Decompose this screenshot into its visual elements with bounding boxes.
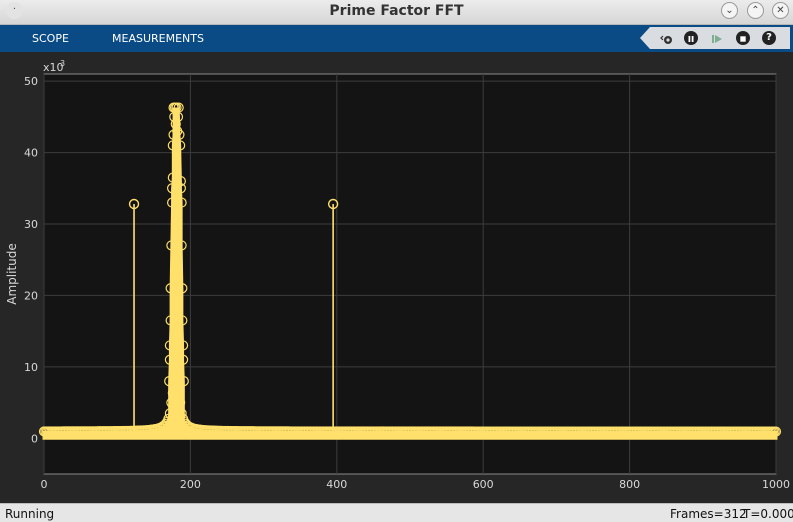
maximize-button[interactable]: ⌃ — [747, 2, 764, 19]
peak-stem-marker — [175, 183, 186, 194]
peak-stem-marker — [173, 102, 184, 113]
status-time: T=0.0003 — [743, 507, 793, 521]
peak-stem-marker — [176, 240, 187, 251]
y-exponent-label: x10 — [43, 61, 64, 74]
tick-labels: 0 200 400 600 800 1000 0 10 20 30 40 50 — [24, 75, 790, 491]
close-button[interactable]: ✕ — [772, 2, 789, 19]
y-tick-label: 0 — [31, 432, 38, 445]
x-tick-label: 800 — [619, 478, 640, 491]
isolated-stem-marker — [128, 198, 140, 210]
baseline-stem-marker — [770, 426, 782, 437]
title-bar: · Prime Factor FFT ⌄ ⌃ ✕ — [0, 0, 793, 25]
y-tick-label: 30 — [24, 218, 38, 231]
tab-scope[interactable]: SCOPE — [32, 32, 69, 45]
peak-stem-marker — [178, 376, 189, 387]
peak-stem-marker — [176, 197, 187, 208]
axes-background — [43, 73, 777, 475]
scope-display: 0 200 400 600 800 1000 0 10 20 30 40 50 x10 3 Ampli… — [0, 52, 793, 503]
x-tick-label: 200 — [180, 478, 201, 491]
isolated-stem-marker — [327, 198, 339, 210]
help-icon[interactable]: ? — [762, 31, 776, 45]
x-tick-label: 600 — [473, 478, 494, 491]
y-tick-label: 50 — [24, 75, 38, 88]
stop-icon[interactable] — [736, 31, 750, 45]
snapshot-icon[interactable] — [660, 31, 674, 45]
quick-access-toolbar: ? — [640, 27, 790, 49]
x-tick-label: 1000 — [762, 478, 790, 491]
peak-stem-marker — [177, 340, 189, 351]
tab-measurements[interactable]: MEASUREMENTS — [112, 32, 204, 45]
x-tick-label: 0 — [41, 478, 48, 491]
x-tick-label: 400 — [326, 478, 347, 491]
window-menu-icon: · — [12, 4, 17, 15]
y-axis-label: Amplitude — [5, 243, 19, 305]
minimize-button[interactable]: ⌄ — [721, 2, 738, 19]
data-stems — [38, 102, 782, 440]
y-tick-label: 20 — [24, 289, 38, 302]
step-forward-icon[interactable] — [710, 31, 724, 45]
help-glyph: ? — [766, 32, 772, 43]
fft-plot[interactable]: 0 200 400 600 800 1000 0 10 20 30 40 50 x10 3 Ampli… — [0, 52, 793, 503]
peak-stem-marker — [175, 140, 186, 151]
status-frames: Frames=312 — [670, 507, 747, 521]
close-icon: ✕ — [776, 5, 785, 16]
y-tick-label: 40 — [24, 147, 38, 160]
window-title: Prime Factor FFT — [329, 3, 464, 19]
peak-stem-marker — [177, 283, 188, 294]
peak-stem-marker — [177, 354, 189, 365]
peak-stem-marker — [177, 315, 188, 326]
chevron-up-icon: ⌃ — [751, 5, 760, 16]
peak-stem-marker — [175, 176, 186, 187]
window-menu-button[interactable]: · — [6, 2, 23, 19]
status-state: Running — [5, 507, 55, 521]
pause-icon[interactable] — [684, 31, 698, 45]
status-bar: Running Frames=312 T=0.0003 — [0, 503, 793, 522]
y-tick-label: 10 — [24, 361, 38, 374]
peak-stem-marker — [174, 129, 185, 140]
chevron-down-icon: ⌄ — [725, 5, 734, 16]
y-exponent-power: 3 — [60, 59, 65, 68]
